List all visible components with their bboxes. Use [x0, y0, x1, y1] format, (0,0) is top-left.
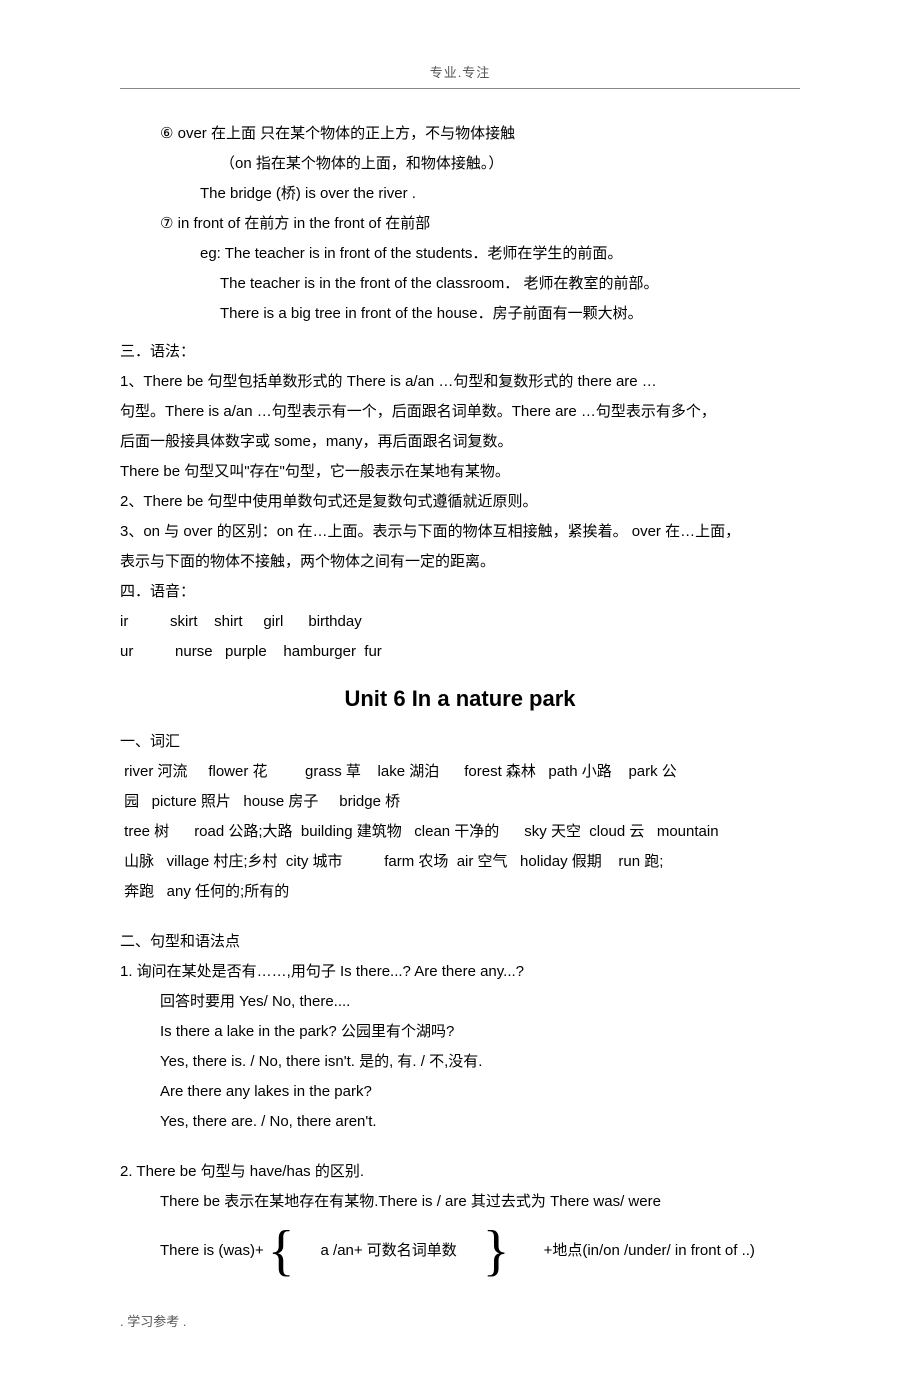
over-note: （on 指在某个物体的上面，和物体接触。）	[120, 149, 800, 179]
q1-line: 回答时要用 Yes/ No, there....	[120, 987, 800, 1017]
vocab-line: 园 picture 照片 house 房子 bridge 桥	[120, 787, 800, 817]
grammar-line: 3、on 与 over 的区别：on 在…上面。表示与下面的物体互相接触，紧挨着…	[120, 517, 800, 547]
vocab-line: tree 树 road 公路;大路 building 建筑物 clean 干净的…	[120, 817, 800, 847]
vocab-line: 奔跑 any 任何的;所有的	[120, 877, 800, 907]
there-be-structure: There is (was)+ { a /an+ 可数名词单数 } +地点(in…	[120, 1223, 800, 1279]
q1-line: Yes, there are. / No, there aren't.	[120, 1107, 800, 1137]
left-brace-icon: {	[264, 1223, 299, 1279]
over-bullet: ⑥ over 在上面 只在某个物体的正上方，不与物体接触	[120, 119, 800, 149]
sentence-heading: 二、句型和语法点	[120, 927, 800, 957]
q1-line: Yes, there is. / No, there isn't. 是的, 有.…	[120, 1047, 800, 1077]
vocab-line: 山脉 village 村庄;乡村 city 城市 farm 农场 air 空气 …	[120, 847, 800, 877]
q2-line: There be 表示在某地存在有某物.There is / are 其过去式为…	[120, 1187, 800, 1217]
brace-content: a /an+ 可数名词单数	[299, 1236, 479, 1266]
grammar-line: 1、There be 句型包括单数形式的 There is a/an …句型和复…	[120, 367, 800, 397]
vocab-line: river 河流 flower 花 grass 草 lake 湖泊 forest…	[120, 757, 800, 787]
page-header: 专业.专注	[120, 60, 800, 86]
infront-eg2: The teacher is in the front of the class…	[120, 269, 800, 299]
grammar-line: 句型。There is a/an …句型表示有一个，后面跟名词单数。There …	[120, 397, 800, 427]
infront-eg1: eg: The teacher is in front of the stude…	[120, 239, 800, 269]
grammar-heading: 三．语法：	[120, 337, 800, 367]
brace-right-label: +地点(in/on /under/ in front of ..)	[514, 1236, 755, 1266]
brace-left-label: There is (was)+	[120, 1236, 264, 1266]
phonics-row: ir skirt shirt girl birthday	[120, 607, 800, 637]
infront-bullet: ⑦ in front of 在前方 in the front of 在前部	[120, 209, 800, 239]
over-example: The bridge (桥) is over the river .	[120, 179, 800, 209]
grammar-line: 后面一般接具体数字或 some，many，再后面跟名词复数。	[120, 427, 800, 457]
q1-line: 1. 询问在某处是否有……,用句子 Is there...? Are there…	[120, 957, 800, 987]
q1-line: Is there a lake in the park? 公园里有个湖吗?	[120, 1017, 800, 1047]
infront-eg3: There is a big tree in front of the hous…	[120, 299, 800, 329]
grammar-line: 2、There be 句型中使用单数句式还是复数句式遵循就近原则。	[120, 487, 800, 517]
phonics-heading: 四．语音：	[120, 577, 800, 607]
page-footer: . 学习参考 .	[120, 1309, 800, 1335]
vocab-heading: 一、词汇	[120, 727, 800, 757]
right-brace-icon: }	[479, 1223, 514, 1279]
phonics-row: ur nurse purple hamburger fur	[120, 637, 800, 667]
grammar-line: 表示与下面的物体不接触，两个物体之间有一定的距离。	[120, 547, 800, 577]
grammar-line: There be 句型又叫"存在"句型，它一般表示在某地有某物。	[120, 457, 800, 487]
header-divider	[120, 88, 800, 89]
unit6-title: Unit 6 In a nature park	[120, 677, 800, 721]
q1-line: Are there any lakes in the park?	[120, 1077, 800, 1107]
q2-line: 2. There be 句型与 have/has 的区别.	[120, 1157, 800, 1187]
